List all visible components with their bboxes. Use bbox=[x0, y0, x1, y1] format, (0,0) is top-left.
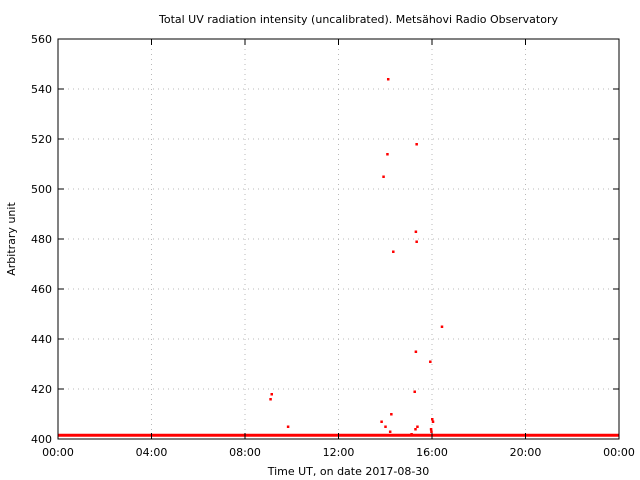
data-point bbox=[429, 360, 432, 363]
x-axis-label: Time UT, on date 2017-08-30 bbox=[267, 465, 430, 478]
y-tick-label: 520 bbox=[31, 133, 52, 146]
data-point bbox=[390, 413, 393, 416]
data-point bbox=[415, 143, 418, 146]
data-point bbox=[392, 250, 395, 253]
data-point bbox=[384, 425, 387, 428]
data-point bbox=[270, 393, 273, 396]
data-point bbox=[414, 350, 418, 353]
x-tick-label: 16:00 bbox=[416, 446, 448, 459]
data-point bbox=[440, 325, 444, 328]
data-point bbox=[388, 430, 392, 433]
y-tick-label: 480 bbox=[31, 233, 52, 246]
y-tick-label: 560 bbox=[31, 33, 52, 46]
data-point bbox=[413, 390, 416, 393]
y-tick-label: 500 bbox=[31, 183, 52, 196]
x-tick-label: 00:00 bbox=[603, 446, 635, 459]
data-point bbox=[380, 420, 383, 423]
data-point bbox=[431, 418, 434, 421]
data-point bbox=[414, 230, 418, 233]
x-tick-label: 20:00 bbox=[510, 446, 542, 459]
data-points bbox=[269, 78, 444, 436]
data-point bbox=[430, 430, 433, 433]
x-tick-label: 08:00 bbox=[229, 446, 261, 459]
data-point bbox=[410, 433, 413, 436]
y-tick-label: 460 bbox=[31, 283, 52, 296]
y-tick-label: 540 bbox=[31, 83, 52, 96]
data-point bbox=[386, 153, 389, 156]
data-point bbox=[429, 428, 433, 431]
data-point bbox=[386, 78, 390, 81]
data-point bbox=[269, 398, 272, 401]
tick-labels: 00:00 04:00 08:00 12:00 16:00 20:00 00:0040042… bbox=[31, 33, 635, 459]
axis-ticks bbox=[57, 38, 620, 440]
data-point bbox=[382, 175, 385, 178]
y-tick-label: 420 bbox=[31, 383, 52, 396]
y-tick-label: 400 bbox=[31, 433, 52, 446]
data-point bbox=[431, 420, 435, 423]
x-tick-label: 12:00 bbox=[323, 446, 355, 459]
y-axis-label: Arbitrary unit bbox=[5, 202, 18, 276]
data-point bbox=[414, 428, 417, 431]
chart-title: Total UV radiation intensity (uncalibrat… bbox=[158, 13, 558, 26]
grid bbox=[58, 39, 619, 439]
x-tick-label: 04:00 bbox=[136, 446, 168, 459]
y-tick-label: 440 bbox=[31, 333, 52, 346]
data-point bbox=[415, 240, 418, 243]
data-point bbox=[416, 425, 419, 428]
x-tick-label: 00:00 bbox=[42, 446, 74, 459]
data-point bbox=[286, 425, 290, 428]
